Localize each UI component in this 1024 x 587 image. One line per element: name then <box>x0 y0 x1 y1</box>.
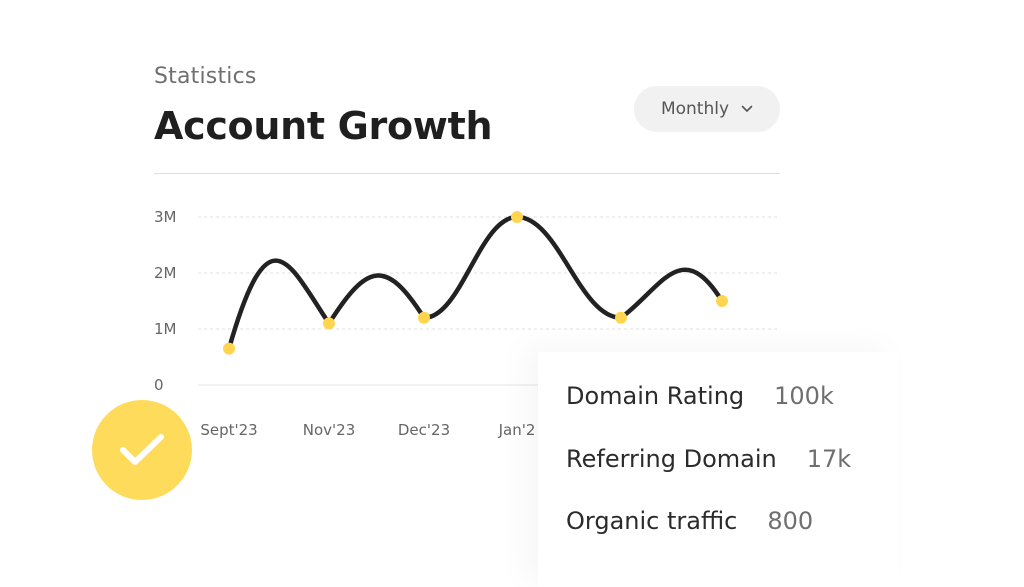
data-point <box>418 311 430 324</box>
x-tick-label: Nov'23 <box>303 421 356 439</box>
check-badge <box>92 400 192 500</box>
period-dropdown[interactable]: Monthly <box>634 86 780 132</box>
stat-value: 800 <box>767 507 814 535</box>
y-tick-label: 3M <box>154 208 177 226</box>
stat-value: 17k <box>806 445 852 473</box>
stat-row-referring-domain: Referring Domain 17k <box>566 445 851 473</box>
y-tick-label: 0 <box>154 376 164 394</box>
y-tick-label: 1M <box>154 320 177 338</box>
stats-card: Domain Rating 100k Referring Domain 17k … <box>538 352 898 587</box>
stat-row-domain-rating: Domain Rating 100k <box>566 382 834 410</box>
data-point <box>223 342 235 355</box>
y-tick-label: 2M <box>154 264 177 282</box>
stat-value: 100k <box>774 382 834 410</box>
data-point <box>511 211 523 223</box>
stat-label: Domain Rating <box>566 382 745 410</box>
period-dropdown-label: Monthly <box>660 99 730 119</box>
check-icon <box>120 434 164 465</box>
data-point <box>615 311 627 324</box>
data-point <box>323 317 335 330</box>
header-divider <box>154 173 780 174</box>
stat-label: Organic traffic <box>566 507 738 535</box>
series-line <box>226 214 725 351</box>
chevron-down-icon <box>741 105 753 112</box>
stat-label: Referring Domain <box>566 445 777 473</box>
page-title: Account Growth <box>154 104 493 148</box>
stat-row-organic-traffic: Organic traffic 800 <box>566 507 813 535</box>
section-subtitle: Statistics <box>154 64 257 89</box>
x-tick-label: Sept'23 <box>200 421 257 439</box>
x-tick-label: Jan'2 <box>498 421 536 439</box>
data-point <box>716 295 728 307</box>
x-tick-label: Dec'23 <box>398 421 450 439</box>
